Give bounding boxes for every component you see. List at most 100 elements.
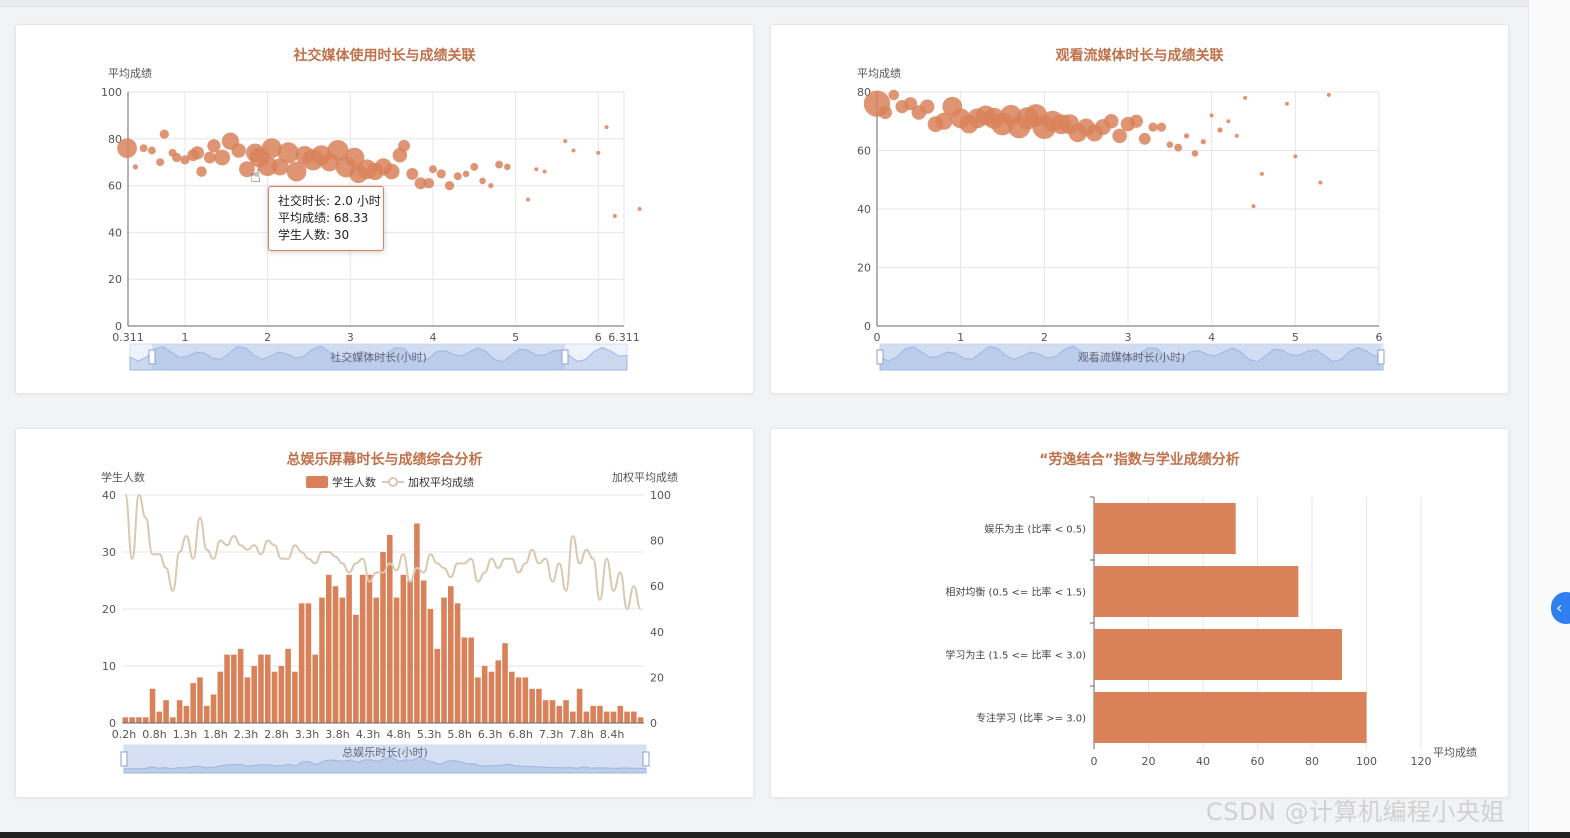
bar xyxy=(576,688,583,723)
bar xyxy=(603,711,610,723)
x-tick-label: 4 xyxy=(1208,331,1215,344)
x-tick-label: 8.4h xyxy=(600,728,624,741)
scatter-point xyxy=(1259,171,1264,176)
tooltip-line-score: 平均成绩: 68.33 xyxy=(278,211,369,225)
y2-tick-label: 40 xyxy=(650,626,664,639)
scatter-point xyxy=(526,197,531,202)
scatter-point xyxy=(196,166,207,177)
scatter-point xyxy=(214,149,231,166)
bar xyxy=(163,700,169,723)
zoom-handle-left xyxy=(148,349,156,365)
scatter-point xyxy=(1104,113,1119,129)
bar xyxy=(292,671,298,723)
scatter-point xyxy=(398,139,410,152)
y2-tick-label: 20 xyxy=(650,671,664,684)
bar xyxy=(231,654,237,723)
bar xyxy=(325,574,332,723)
bar xyxy=(590,705,596,723)
x-tick-label: 20 xyxy=(1142,755,1156,768)
bar xyxy=(549,700,556,723)
scatter-point xyxy=(888,89,900,101)
y-axis-label: 平均成绩 xyxy=(108,67,152,80)
legend-line-marker xyxy=(388,477,398,487)
scatter-point xyxy=(172,152,182,163)
x-tick-label: 6.8h xyxy=(508,728,532,741)
y-tick-label: 80 xyxy=(108,133,122,146)
bar xyxy=(332,586,339,723)
zoom-shadow-area xyxy=(879,345,1384,371)
scatter-point xyxy=(1209,113,1214,118)
scatter-point xyxy=(637,207,642,211)
x-tick-label: 2 xyxy=(264,331,271,344)
bar xyxy=(1094,503,1236,554)
bar xyxy=(366,574,373,723)
bar xyxy=(285,648,291,723)
x-tick-label: 40 xyxy=(1196,755,1210,768)
scatter-point xyxy=(1174,143,1183,152)
bar xyxy=(339,597,346,723)
x-tick-label: 5.3h xyxy=(417,728,441,741)
tooltip-line-hours: 社交时长: 2.0 小时 xyxy=(278,194,381,208)
y2-tick-label: 60 xyxy=(650,580,664,593)
y2-tick-label: 0 xyxy=(650,717,657,730)
x-tick-label: 1 xyxy=(181,331,188,344)
social-media-scatter-svg: 0 20 40 60 80 100 0.311 1 2 3 4 5 6 6.311 平均成绩社交媒体时长(小… xyxy=(101,67,642,371)
category-label: 相对均衡 (0.5 <= 比率 < 1.5) xyxy=(945,586,1086,599)
bar xyxy=(454,603,461,723)
bar xyxy=(515,677,522,723)
scatter-point xyxy=(479,177,486,185)
chevron-left-icon[interactable]: ‹ xyxy=(1551,592,1570,624)
scatter-point xyxy=(1243,95,1248,100)
scatter-point xyxy=(504,163,511,171)
bar xyxy=(563,700,569,723)
x-tick-label: 100 xyxy=(1356,755,1377,768)
scroll-gutter[interactable] xyxy=(1528,0,1570,838)
bar xyxy=(617,705,624,723)
bar xyxy=(203,705,210,723)
bar xyxy=(495,660,502,723)
scatter-point xyxy=(1284,101,1289,106)
y-tick-label: 20 xyxy=(102,603,116,616)
bar xyxy=(536,688,542,723)
bar xyxy=(380,552,386,723)
x-tick-label: 0.2h xyxy=(112,728,136,741)
bar xyxy=(142,717,149,723)
scatter-point xyxy=(534,167,539,172)
legend-bar-label: 学生人数 xyxy=(332,475,376,489)
x-tick-label: 3 xyxy=(347,331,354,344)
bar xyxy=(502,643,508,723)
bar xyxy=(210,694,217,723)
bar xyxy=(624,711,630,723)
scatter-point xyxy=(1217,127,1223,133)
bar xyxy=(312,654,318,723)
scatter-point xyxy=(596,150,601,155)
x-tick-label: 0 xyxy=(874,331,881,344)
bar xyxy=(414,523,420,723)
scatter-point xyxy=(1200,139,1206,145)
zoom-handle-right xyxy=(561,349,569,365)
top-border xyxy=(0,0,1528,7)
scatter-point xyxy=(207,139,221,153)
bar xyxy=(237,648,244,723)
bar xyxy=(475,677,481,723)
scatter-point xyxy=(147,146,156,155)
scatter-point xyxy=(156,158,165,167)
scatter-point xyxy=(878,105,892,120)
x-tick-label: 4 xyxy=(429,331,436,344)
y-tick-label: 20 xyxy=(108,273,122,286)
x-tick-label: 2.3h xyxy=(234,728,258,741)
scatter-point xyxy=(1226,119,1231,124)
x-tick-label: 6 xyxy=(595,331,602,344)
y-tick-label: 60 xyxy=(108,180,122,193)
scatter-point xyxy=(1234,133,1239,138)
x-axis-label: 观看流媒体时长(小时) xyxy=(1078,350,1186,364)
hand-pointer-icon: ☝ xyxy=(250,166,261,187)
bar xyxy=(298,603,305,723)
category-label: 专注学习 (比率 >= 3.0) xyxy=(976,712,1086,725)
scatter-point xyxy=(604,125,609,130)
bar xyxy=(448,586,454,723)
bar xyxy=(488,671,495,723)
x-tick-label: 6.311 xyxy=(608,331,640,344)
balance-hbar-svg: 0 20 40 60 80 100 120 娱乐为主 (比率 < 0.5) 相对均衡 (0.5 … xyxy=(945,496,1477,768)
screen-time-chart-panel: 0 10 20 30 40 0 20 40 60 80 100 学生人数 加权平均成绩 学生人数 加权平均成… xyxy=(15,428,754,798)
